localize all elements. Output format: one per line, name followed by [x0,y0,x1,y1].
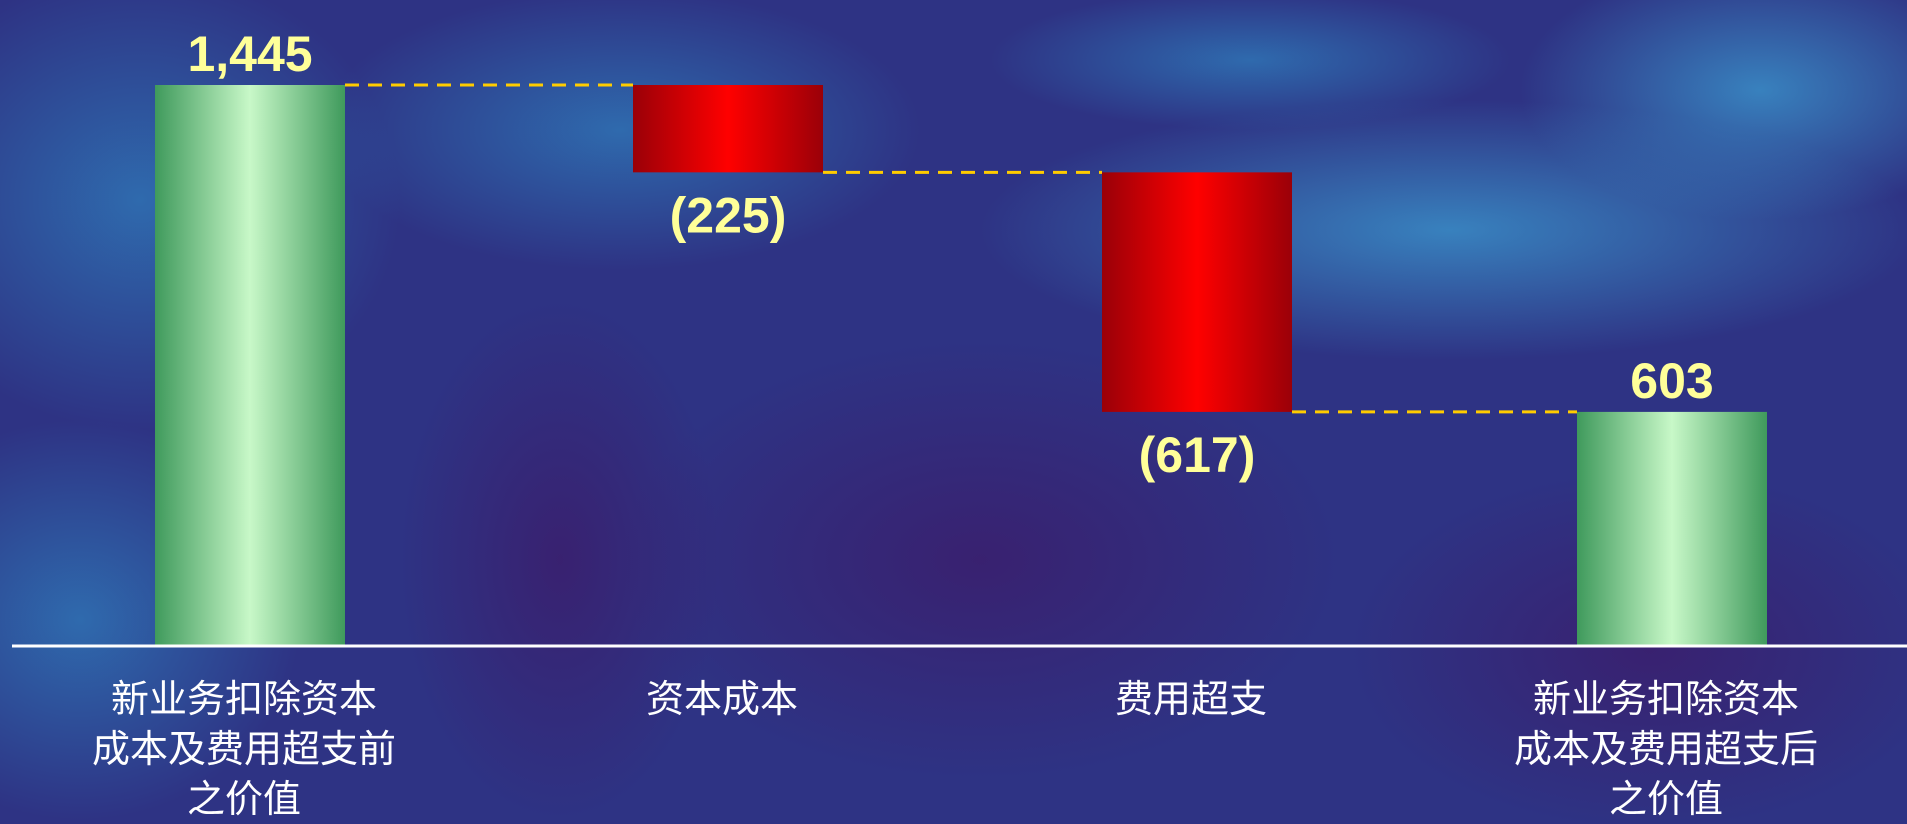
value-label: 1,445 [187,26,312,82]
category-label-line: 成本及费用超支后 [1514,727,1818,771]
category-label: 新业务扣除资本成本及费用超支后之价值 [1514,677,1818,821]
category-label-line: 成本及费用超支前 [92,727,396,771]
category-label-line: 之价值 [1609,777,1723,821]
decrease-bar [633,85,823,173]
value-labels: 1,445 (225) (617) 603 [187,26,1713,483]
decrease-bar [1102,172,1292,412]
connector-lines [345,83,1577,414]
category-label: 费用超支 [1115,677,1267,721]
category-label-line: 新业务扣除资本 [1533,677,1799,721]
category-label-line: 新业务扣除资本 [111,677,377,721]
value-label: (225) [670,187,787,243]
bars [155,85,1767,646]
category-label: 新业务扣除资本成本及费用超支前之价值 [92,677,396,821]
category-label-line: 费用超支 [1115,677,1267,721]
total-bar [155,85,345,646]
value-label: 603 [1630,353,1713,409]
category-label-line: 之价值 [187,777,301,821]
category-label: 资本成本 [646,677,798,721]
category-label-line: 资本成本 [646,677,798,721]
total-bar [1577,411,1767,646]
value-label: (617) [1139,427,1256,483]
